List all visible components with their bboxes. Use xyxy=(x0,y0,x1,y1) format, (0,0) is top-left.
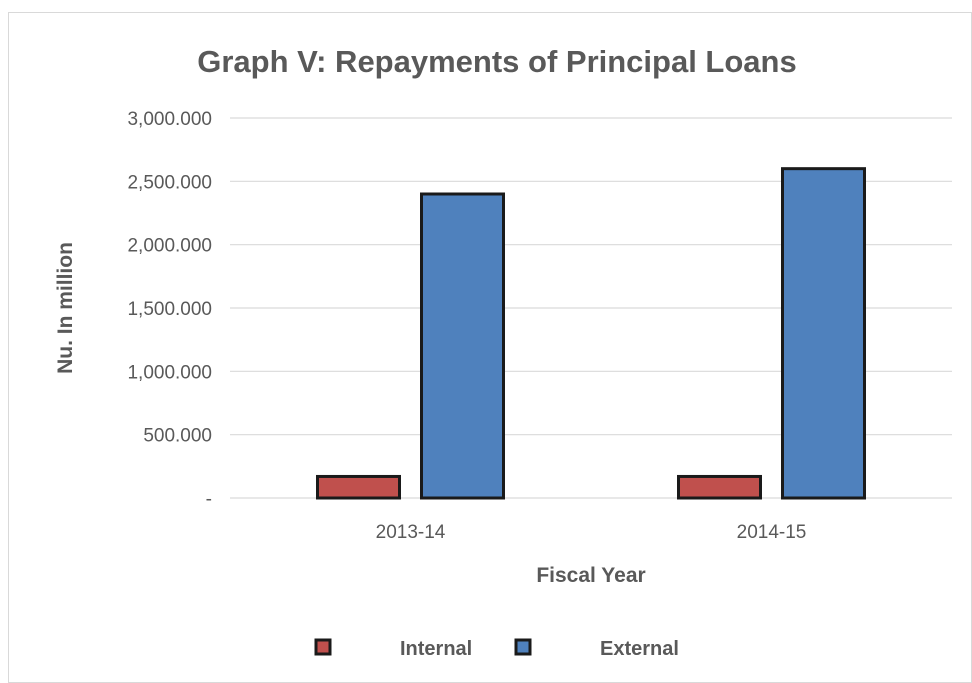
legend-label-internal: Internal xyxy=(400,638,472,660)
bars xyxy=(316,167,866,500)
y-tick-label: - xyxy=(206,489,212,510)
bar-external-2013-14 xyxy=(420,192,505,500)
x-axis-ticks: 2013-14 2014-15 xyxy=(376,522,807,543)
legend: Internal External xyxy=(314,638,679,660)
legend-swatch-external xyxy=(514,638,532,656)
y-tick-label: 2,000.000 xyxy=(127,236,212,257)
bar-internal-2014-15 xyxy=(677,474,762,500)
y-tick-label: 3,000.000 xyxy=(127,109,212,130)
bar-external-2014-15 xyxy=(781,167,866,500)
y-tick-label: 500.000 xyxy=(143,426,212,447)
y-tick-label: 2,500.000 xyxy=(127,172,212,193)
x-tick-label: 2013-14 xyxy=(376,522,446,543)
chart-title: Graph V: Repayments of Principal Loans xyxy=(197,44,796,79)
x-tick-label: 2014-15 xyxy=(737,522,807,543)
bar-internal-2013-14 xyxy=(316,474,401,500)
legend-label-external: External xyxy=(600,638,679,660)
legend-swatch-internal xyxy=(314,638,332,656)
y-axis-title: Nu. In million xyxy=(54,242,77,374)
y-tick-label: 1,500.000 xyxy=(127,299,212,320)
y-tick-label: 1,000.000 xyxy=(127,362,212,383)
x-axis-title: Fiscal Year xyxy=(536,564,645,587)
y-axis-ticks: - 500.000 1,000.000 1,500.000 2,000.000 2,500… xyxy=(127,109,212,510)
